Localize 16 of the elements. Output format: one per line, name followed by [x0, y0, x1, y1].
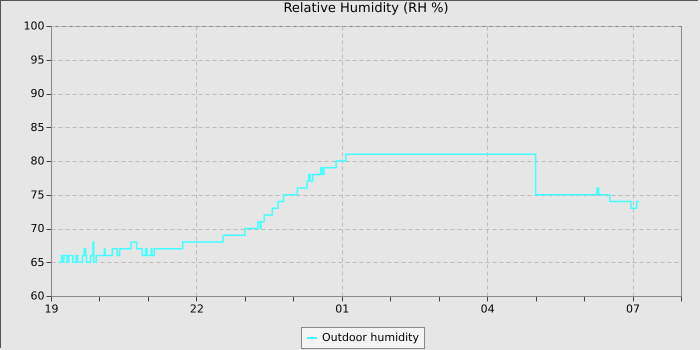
y-tick-label: 90	[30, 87, 44, 100]
y-tick-label: 100	[24, 20, 44, 32]
x-tick-label: 01	[335, 302, 350, 316]
y-tick-label: 70	[30, 222, 44, 235]
y-tick-label: 65	[30, 256, 44, 269]
chart-title: Relative Humidity (RH %)	[283, 1, 449, 16]
x-tick-label: 19	[44, 302, 58, 316]
x-tick-label: 22	[190, 302, 204, 316]
y-tick-label: 75	[30, 188, 44, 202]
x-tick-label: 07	[626, 302, 640, 316]
x-tick-label: 04	[480, 302, 495, 316]
y-tick-label: 60	[30, 290, 44, 302]
legend-label: Outdoor humidity	[322, 331, 420, 344]
y-tick-label: 95	[30, 53, 44, 66]
y-tick-label: 85	[30, 120, 44, 134]
y-tick-label: 80	[30, 154, 44, 168]
